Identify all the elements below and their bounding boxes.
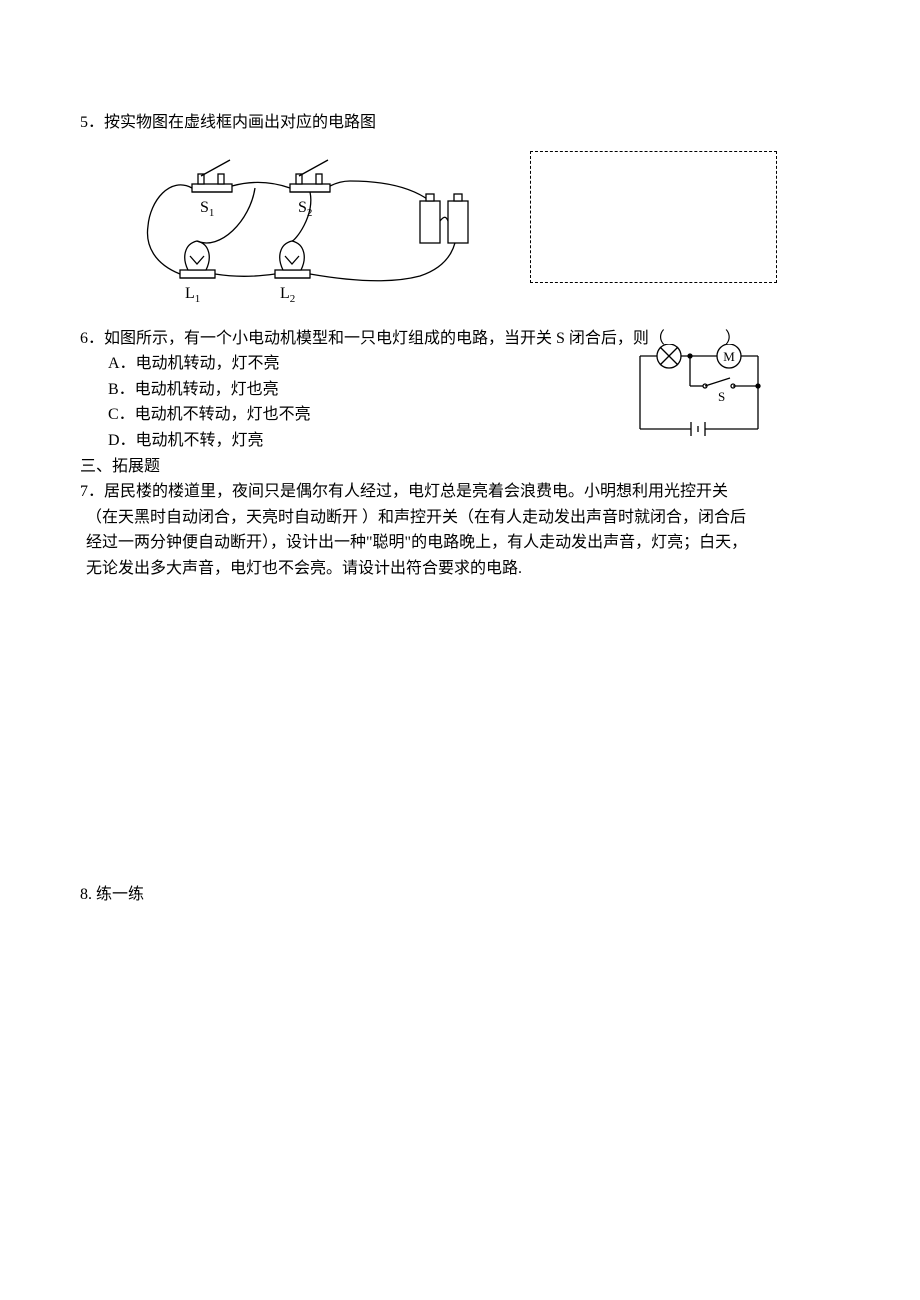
q5-circuit-drawing: S1 S2 L1 L2	[120, 146, 500, 321]
q5-figure-row: S1 S2 L1 L2	[80, 146, 840, 326]
question-6: 6．如图所示，有一个小电动机模型和一只电灯组成的电路，当开关 S 闭合后，则（）…	[80, 326, 840, 454]
q6-stem-a: 如图所示，有一个小电动机模型和一只电灯组成的电路，当开关 S 闭合后，则（	[104, 330, 665, 347]
question-7: 7．居民楼的楼道里，夜间只是偶尔有人经过，电灯总是亮着会浪费电。小明想利用光控开…	[80, 479, 840, 581]
q5-number: 5．	[80, 114, 104, 131]
question-8: 8. 练一练	[80, 882, 840, 908]
q6-number: 6．	[80, 330, 104, 347]
svg-text:L1: L1	[185, 285, 200, 305]
q8-number: 8.	[80, 886, 92, 903]
q5-text: 按实物图在虚线框内画出对应的电路图	[104, 114, 376, 131]
answer-dashed-box	[530, 151, 777, 283]
q6-circuit-diagram: M S	[630, 344, 770, 444]
s1-sub: 1	[209, 207, 215, 219]
q7-number: 7．	[80, 483, 104, 500]
s2-sub: 2	[307, 207, 313, 219]
q7-line4: 无论发出多大声音，电灯也不会亮。请设计出符合要求的电路.	[80, 556, 840, 582]
q7-line1: 居民楼的楼道里，夜间只是偶尔有人经过，电灯总是亮着会浪费电。小明想利用光控开关	[104, 483, 728, 500]
l1-label: L	[185, 285, 195, 302]
l2-label: L	[280, 285, 290, 302]
svg-text:S1: S1	[200, 199, 214, 219]
section-3-heading: 三、拓展题	[80, 454, 840, 480]
s1-label: S	[200, 199, 209, 216]
svg-text:L2: L2	[280, 285, 295, 305]
question-5: 5．按实物图在虚线框内画出对应的电路图	[80, 110, 840, 136]
l2-sub: 2	[290, 293, 296, 305]
q8-text: 练一练	[92, 886, 144, 903]
l1-sub: 1	[195, 293, 201, 305]
q7-line3: 经过一两分钟便自动断开），设计出一种"聪明"的电路晚上，有人走动发出声音，灯亮；…	[80, 530, 840, 556]
q7-line2: （在天黑时自动闭合，天亮时自动断开 ）和声控开关（在有人走动发出声音时就闭合，闭…	[80, 505, 840, 531]
s2-label: S	[298, 199, 307, 216]
motor-label: M	[723, 349, 735, 364]
blank-work-area	[80, 582, 840, 882]
switch-label: S	[718, 389, 725, 404]
